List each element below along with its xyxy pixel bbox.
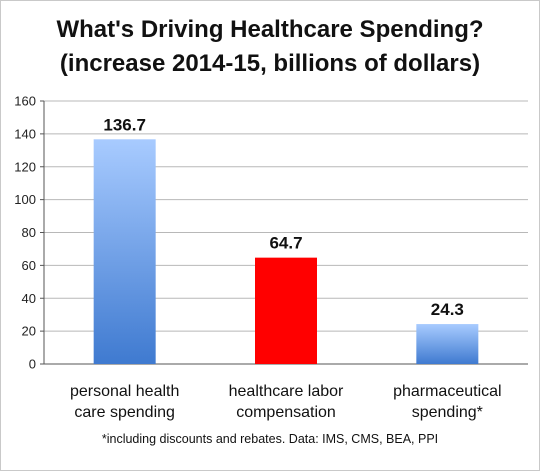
y-tick-label: 80 [22,225,36,240]
footnote: *including discounts and rebates. Data: … [101,432,439,446]
chart-subtitle: (increase 2014-15, billions of dollars) [59,50,481,77]
y-tick-label: 120 [14,159,36,174]
data-label: 136.7 [103,115,146,134]
bar-1 [93,139,156,364]
data-label: 24.3 [431,300,464,319]
y-tick-label: 140 [14,126,36,141]
y-tick-label: 20 [22,324,36,339]
x-category-label: pharmaceutical [393,383,502,400]
x-category-label: care spending [74,404,175,421]
bar-2 [255,257,317,364]
y-tick-label: 160 [14,94,36,109]
bar-3 [416,324,479,364]
y-tick-label: 60 [22,258,36,273]
y-tick-label: 0 [29,357,36,372]
x-category-label: spending* [412,404,483,421]
y-tick-label: 100 [14,192,36,207]
y-tick-label: 40 [22,291,36,306]
x-category-label: compensation [236,404,336,421]
chart-title: What's Driving Healthcare Spending? [56,16,484,43]
x-category-label: personal health [70,383,179,400]
x-category-label: healthcare labor [229,383,344,400]
data-label: 64.7 [269,234,302,253]
